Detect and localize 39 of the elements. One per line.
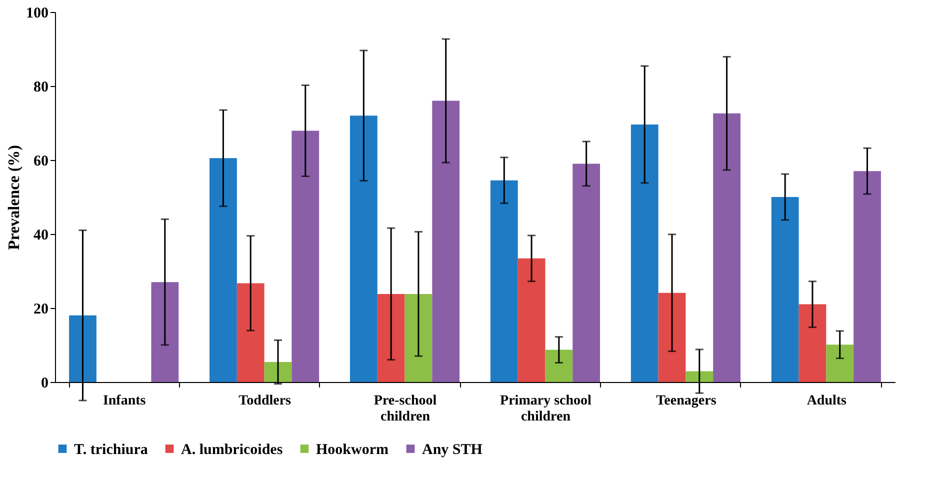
- x-tick-label: Primary school children: [500, 394, 592, 424]
- bar: [151, 282, 179, 382]
- y-tick-label: 60: [34, 154, 48, 170]
- bar: [69, 315, 96, 382]
- y-tick-label: 80: [34, 80, 48, 96]
- bar: [350, 116, 378, 382]
- bar: [658, 292, 686, 382]
- legend-label: A. lumbricoides: [181, 442, 283, 458]
- bar: [404, 294, 432, 382]
- bar: [686, 371, 714, 382]
- bar: [771, 197, 799, 382]
- legend-label: Hookworm: [316, 442, 389, 458]
- bar: [713, 113, 740, 382]
- x-tick-label: Toddlers: [238, 394, 292, 408]
- bar: [630, 124, 658, 382]
- x-tick-label: Infants: [102, 394, 146, 408]
- x-tick-label: Teenagers: [656, 394, 717, 408]
- bar: [432, 100, 460, 382]
- legend-label: T. trichiura: [74, 442, 148, 458]
- bar: [545, 350, 573, 382]
- bar: [264, 362, 292, 382]
- x-tick-label: Adults: [806, 394, 848, 408]
- bar: [210, 158, 237, 382]
- y-tick-label: 40: [34, 228, 48, 244]
- bar: [292, 130, 320, 382]
- bar: [826, 344, 854, 382]
- bar: [798, 304, 826, 382]
- bar: [377, 294, 405, 382]
- bar: [854, 171, 881, 382]
- bar: [572, 164, 600, 382]
- y-tick-label: 0: [41, 376, 48, 392]
- bar: [518, 258, 546, 382]
- bar: [236, 283, 264, 382]
- legend-label: Any STH: [422, 442, 483, 458]
- y-tick-label: 100: [26, 6, 48, 22]
- y-tick-label: 20: [34, 302, 48, 318]
- y-axis-title: Prevalence (%): [6, 145, 23, 250]
- bar: [490, 180, 518, 382]
- x-tick-label: Pre-school children: [374, 394, 437, 424]
